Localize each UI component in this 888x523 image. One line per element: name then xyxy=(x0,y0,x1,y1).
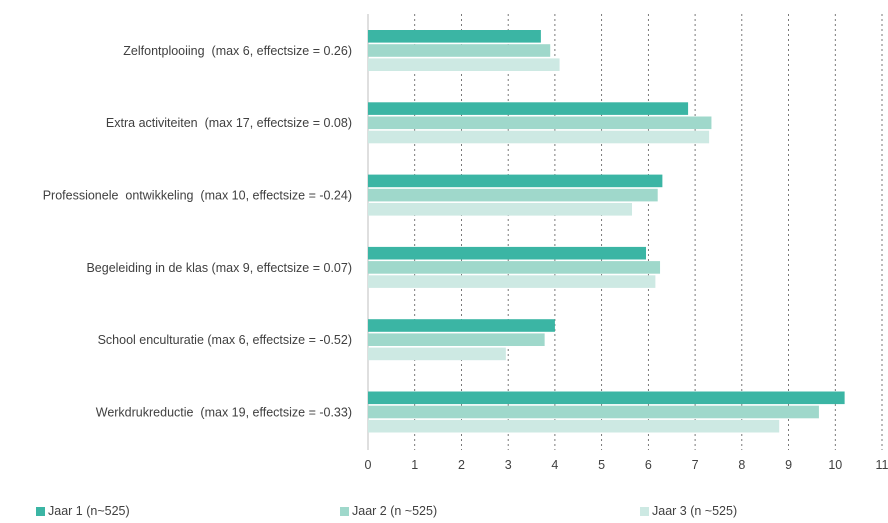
bar xyxy=(368,188,658,202)
bar xyxy=(368,44,551,57)
category-label: Extra activiteiten (max 17, effectsize =… xyxy=(106,116,352,130)
x-tick-label: 2 xyxy=(458,458,465,472)
category-labels: Zelfontplooiing (max 6, effectsize = 0.2… xyxy=(43,44,352,419)
category-label: Professionele ontwikkeling (max 10, effe… xyxy=(43,189,352,203)
x-tick-label: 7 xyxy=(692,458,699,472)
legend-swatch xyxy=(640,506,649,516)
bar xyxy=(368,58,560,71)
bars xyxy=(368,30,845,433)
bar xyxy=(368,116,712,130)
bar xyxy=(368,203,633,216)
bar xyxy=(368,419,780,433)
category-label: Begeleiding in de klas (max 9, effectsiz… xyxy=(86,261,352,275)
category-label: Werkdrukreductie (max 19, effectsize = -… xyxy=(96,405,352,419)
legend-label: Jaar 3 (n ~525) xyxy=(652,504,738,518)
x-axis-tick-labels: 0 1 2 3 4 5 6 7 8 9 10 11 xyxy=(365,458,888,472)
legend-label: Jaar 1 (n~525) xyxy=(48,504,130,518)
x-tick-label: 8 xyxy=(738,458,745,472)
gridlines xyxy=(367,14,883,450)
bar xyxy=(368,261,661,274)
x-tick-label: 9 xyxy=(785,458,792,472)
legend-item: Jaar 1 (n~525) xyxy=(36,504,130,518)
bar xyxy=(368,30,541,43)
bar xyxy=(368,319,555,332)
bar xyxy=(368,130,710,144)
legend-swatch xyxy=(340,506,349,516)
bar xyxy=(368,275,656,288)
legend-item: Jaar 2 (n ~525) xyxy=(340,504,437,518)
x-tick-label: 3 xyxy=(505,458,512,472)
bar xyxy=(368,333,545,346)
bar xyxy=(368,405,819,419)
legend: Jaar 1 (n~525) Jaar 2 (n ~525) Jaar 3 (n ~… xyxy=(0,503,888,523)
legend-item: Jaar 3 (n ~525) xyxy=(640,504,737,518)
bar xyxy=(368,347,506,361)
bar xyxy=(368,391,845,405)
x-tick-label: 11 xyxy=(876,458,888,472)
x-tick-label: 10 xyxy=(828,458,842,472)
category-label: School enculturatie (max 6, effectsize =… xyxy=(98,333,352,347)
x-tick-label: 6 xyxy=(645,458,652,472)
bar xyxy=(368,246,647,260)
x-tick-label: 5 xyxy=(598,458,605,472)
x-tick-label: 4 xyxy=(551,458,558,472)
bar xyxy=(368,174,663,188)
legend-swatch xyxy=(36,506,45,516)
legend-label: Jaar 2 (n ~525) xyxy=(352,504,438,518)
x-tick-label: 0 xyxy=(365,458,372,472)
x-tick-label: 1 xyxy=(411,458,418,472)
bar xyxy=(368,102,689,115)
category-label: Zelfontplooiing (max 6, effectsize = 0.2… xyxy=(123,44,352,58)
